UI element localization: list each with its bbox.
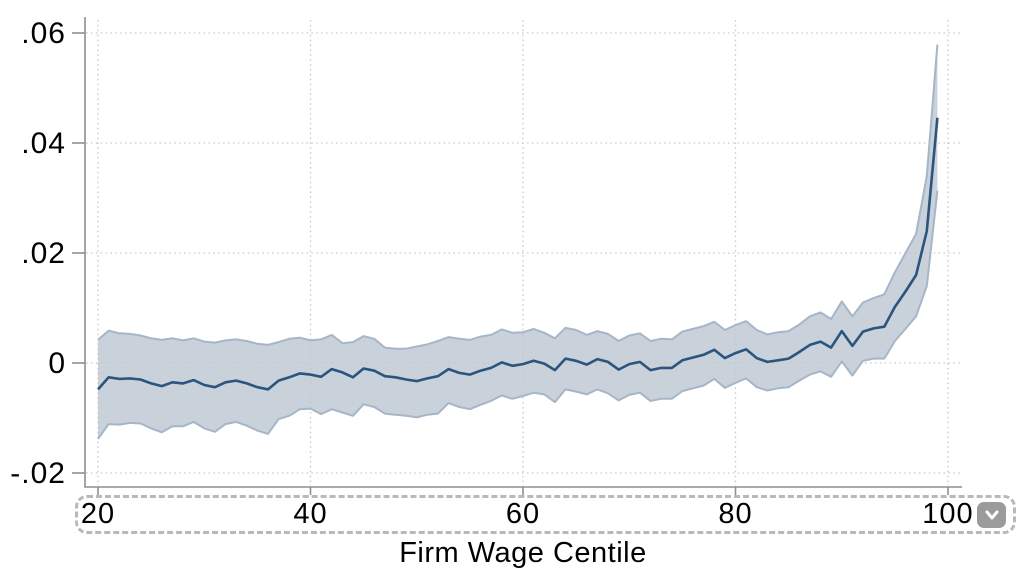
x-tick-label: 40 xyxy=(293,498,327,530)
y-tick-label: .02 xyxy=(21,237,66,270)
chevron-down-button[interactable] xyxy=(977,501,1006,528)
x-axis-title: Firm Wage Centile xyxy=(399,537,647,569)
y-tick-label: .06 xyxy=(21,17,66,50)
x-tick-label: 100 xyxy=(922,498,973,530)
axis-lines xyxy=(84,17,962,488)
y-tick-label: .04 xyxy=(21,127,66,160)
y-tick-label: -.02 xyxy=(10,457,66,490)
x-tick-label: 80 xyxy=(718,498,752,530)
confidence-band-edge-layer xyxy=(97,44,939,440)
x-tick-label: 60 xyxy=(506,498,540,530)
estimate-line-layer xyxy=(97,117,939,391)
axes-layer xyxy=(72,17,962,495)
chevron-down-icon xyxy=(985,510,998,519)
confidence-band-layer xyxy=(98,44,938,439)
x-axis-selection-overlay[interactable] xyxy=(75,495,1016,534)
confidence-band xyxy=(98,44,938,439)
estimate-line xyxy=(97,117,939,391)
ci-upper-line xyxy=(97,44,939,350)
y-tick-label: 0 xyxy=(48,347,66,380)
ci-lower-line xyxy=(97,190,939,440)
